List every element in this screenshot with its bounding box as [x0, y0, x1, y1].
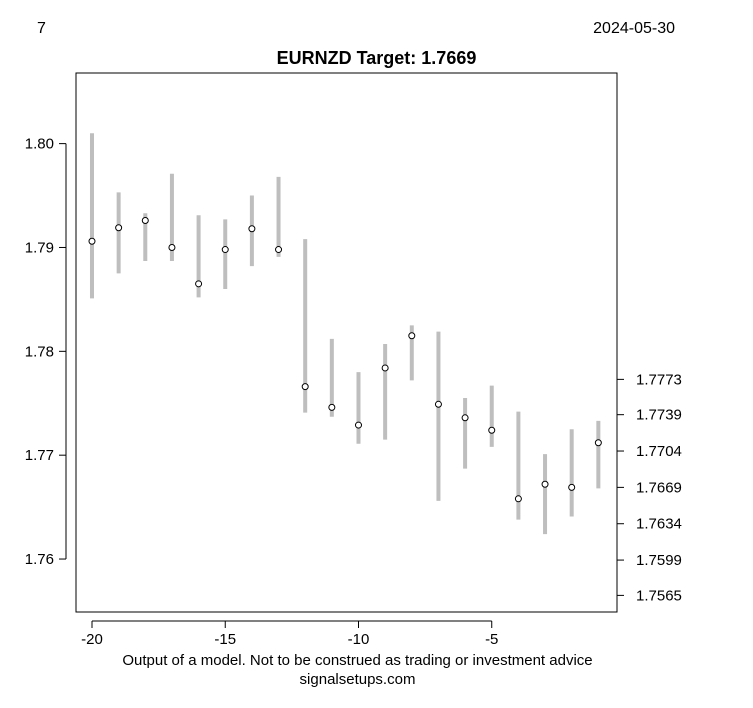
data-point: [354, 421, 362, 429]
data-points: [88, 216, 602, 503]
chart-date: 2024-05-30: [593, 20, 675, 37]
data-point: [248, 225, 256, 233]
data-point: [594, 439, 602, 447]
y-tick-label-right: 1.7704: [636, 443, 682, 460]
plot-frame: [75, 72, 618, 613]
range-bars: [89, 133, 601, 535]
y-tick-label-left: 1.80: [25, 136, 54, 153]
data-point: [328, 403, 336, 411]
x-axis: -20 -15 -10 -5: [81, 620, 498, 648]
y-tick-label-left: 1.77: [25, 447, 54, 464]
data-point: [275, 246, 283, 254]
x-tick-label: -20: [81, 631, 103, 648]
x-tick-label: -10: [348, 631, 370, 648]
data-point: [434, 400, 442, 408]
data-point: [168, 243, 176, 251]
y-tick-label-right: 1.7669: [636, 479, 682, 496]
y-tick-label-right: 1.7634: [636, 516, 682, 533]
y-axis-right: 1.7565 1.7599 1.7634 1.7669 1.7704 1.7739 1.77…: [616, 371, 682, 604]
x-tick-label: -5: [485, 631, 498, 648]
data-point: [301, 383, 309, 391]
data-point: [514, 495, 522, 503]
data-point: [381, 364, 389, 372]
y-tick-label-right: 1.7565: [636, 587, 682, 604]
data-point: [541, 480, 549, 488]
y-tick-label-left: 1.78: [25, 343, 54, 360]
y-tick-label-right: 1.7739: [636, 407, 682, 424]
y-tick-label-right: 1.7599: [636, 552, 682, 569]
chart-index-label: 7: [37, 20, 46, 37]
data-point: [408, 332, 416, 340]
data-point: [221, 246, 229, 254]
y-tick-label-left: 1.79: [25, 239, 54, 256]
x-tick-label: -15: [214, 631, 236, 648]
disclaimer-text: Output of a model. Not to be construed a…: [122, 652, 593, 669]
y-axis-left: 1.76 1.77 1.78 1.79 1.80: [25, 136, 67, 568]
data-point: [115, 224, 123, 232]
y-tick-label-left: 1.76: [25, 551, 54, 568]
data-point: [88, 237, 96, 245]
data-point: [195, 280, 203, 288]
site-url: signalsetups.com: [299, 671, 416, 688]
data-point: [461, 414, 469, 422]
data-point: [141, 216, 149, 224]
chart-title: EURNZD Target: 1.7669: [276, 48, 477, 68]
y-tick-label-right: 1.7773: [636, 371, 682, 388]
data-point: [488, 426, 496, 434]
data-point: [568, 483, 576, 491]
